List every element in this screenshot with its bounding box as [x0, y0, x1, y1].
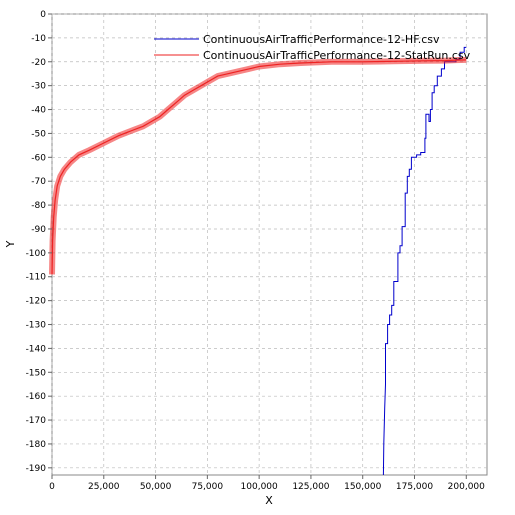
y-tick-label: -70 [31, 177, 46, 187]
legend-entry: ContinuousAirTrafficPerformance-12-StatR… [203, 49, 471, 62]
y-tick-label: -80 [31, 201, 46, 211]
x-tick-label: 125,000 [292, 482, 329, 492]
series-line-hf [382, 46, 467, 476]
series-line-statrun [51, 59, 467, 275]
y-tick-label: -90 [31, 225, 46, 235]
y-tick-label: -40 [31, 106, 46, 116]
x-tick-label: 50,000 [140, 482, 172, 492]
y-tick-label: -190 [26, 464, 47, 474]
x-tick-label: 200,000 [448, 482, 485, 492]
x-tick-label: 75,000 [192, 482, 224, 492]
y-tick-label: 0 [40, 10, 46, 20]
legend: ContinuousAirTrafficPerformance-12-HF.cs… [154, 33, 471, 62]
y-tick-label: -100 [26, 249, 47, 259]
y-tick-label: -150 [26, 368, 47, 378]
legend-entry: ContinuousAirTrafficPerformance-12-HF.cs… [203, 33, 440, 46]
y-tick-label: -160 [26, 392, 47, 402]
x-tick-label: 0 [49, 482, 55, 492]
y-tick-label: -170 [26, 416, 47, 426]
y-tick-label: -10 [31, 34, 46, 44]
x-tick-label: 100,000 [241, 482, 278, 492]
y-axis-label: Y [4, 240, 17, 248]
x-tick-label: 175,000 [396, 482, 433, 492]
series-layer [49, 46, 467, 476]
y-tick-label: -130 [26, 321, 47, 331]
y-tick-label: -180 [26, 440, 47, 450]
x-tick-label: 150,000 [344, 482, 381, 492]
y-tick-label: -110 [26, 273, 47, 283]
y-tick-label: -20 [31, 58, 46, 68]
x-tick-label: 25,000 [88, 482, 120, 492]
plot-area [51, 13, 488, 476]
y-tick-label: -120 [26, 297, 47, 307]
y-tick-label: -30 [31, 82, 46, 92]
y-tick-label: -140 [26, 344, 47, 354]
y-tick-label: -60 [31, 153, 46, 163]
x-axis-label: X [265, 494, 273, 507]
ticks: 0 25,000 50,000 75,000 100,000 125,000 150,000… [26, 10, 486, 492]
y-tick-label: -50 [31, 129, 46, 139]
